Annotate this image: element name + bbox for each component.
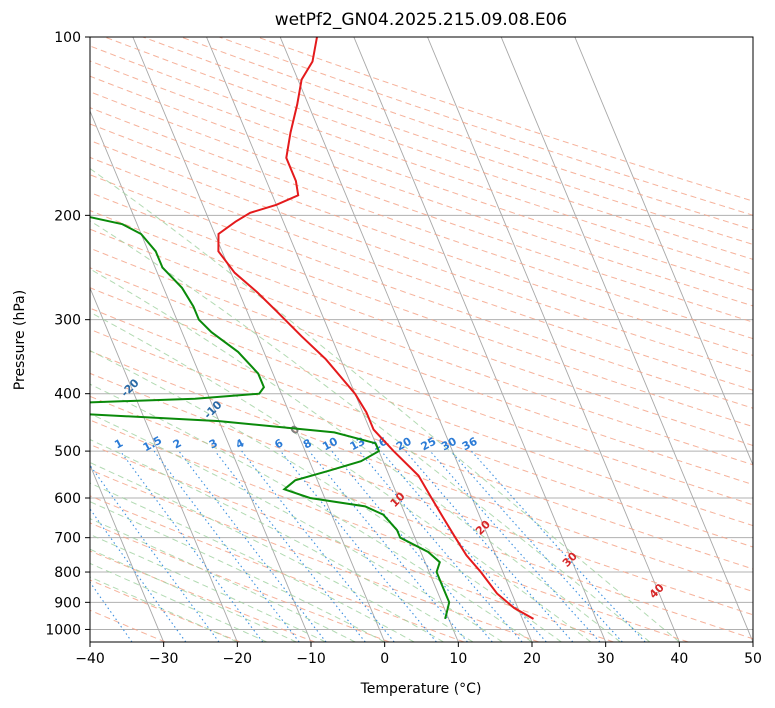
mixing-ratio-line xyxy=(470,450,646,642)
dewpoint-profile-line xyxy=(90,216,451,620)
moist-adiabat xyxy=(90,167,680,642)
y-tick-label: 100 xyxy=(54,30,81,46)
dry-adiabat xyxy=(90,139,753,374)
x-tick-label: 0 xyxy=(380,651,389,667)
y-tick-label: 900 xyxy=(54,595,81,611)
mixing-ratio-label: 10 xyxy=(320,435,340,454)
mixing-ratio-label: 30 xyxy=(439,435,459,454)
y-tick-label: 700 xyxy=(54,531,81,547)
dry-adiabat-layer xyxy=(90,37,753,642)
dry-adiabat xyxy=(90,469,539,642)
isotherm-line xyxy=(132,37,386,642)
dry-adiabat xyxy=(90,395,753,640)
mixing-ratio-label: 0.2 xyxy=(0,434,9,455)
dry-adiabat xyxy=(90,123,753,356)
moist-adiabat xyxy=(90,482,415,642)
chart-title: wetPf2_GN04.2025.215.09.08.E06 xyxy=(274,10,568,30)
isotherm-line xyxy=(574,37,753,467)
x-axis-label: Temperature (°C) xyxy=(360,681,482,697)
dry-adiabat xyxy=(90,419,689,642)
sounding-layer xyxy=(90,37,534,620)
dry-adiabat xyxy=(90,60,753,291)
moist-adiabat xyxy=(90,548,297,642)
isotherm-line xyxy=(353,37,607,642)
plot-area xyxy=(90,37,753,642)
x-tick-label: 30 xyxy=(597,651,615,667)
mixing-ratio-line xyxy=(153,450,300,642)
dry-adiabat xyxy=(90,550,315,642)
dry-adiabat xyxy=(90,91,753,323)
plot-frame xyxy=(89,36,754,643)
moist-adiabat xyxy=(90,562,268,642)
moist-adiabat xyxy=(90,461,444,642)
isotherm-line xyxy=(90,109,312,642)
x-tick-label: 40 xyxy=(670,651,688,667)
mixing-ratio-label: 36 xyxy=(460,434,480,453)
x-tick-label: 50 xyxy=(744,651,762,667)
x-tick-label: 10 xyxy=(449,651,467,667)
mixing-ratio-label: 16 xyxy=(370,434,390,453)
dry-adiabat xyxy=(90,328,753,570)
moist-adiabat xyxy=(90,576,238,642)
isotherm-line xyxy=(500,37,753,642)
mixing-ratio-line xyxy=(358,450,523,642)
moist-adiabat xyxy=(90,438,474,642)
moist-adiabat-layer xyxy=(90,167,680,642)
mixing-ratio-line xyxy=(241,450,395,642)
dry-adiabat xyxy=(90,579,241,642)
mixing-ratio-line xyxy=(214,450,366,642)
y-tick-label: 600 xyxy=(54,491,81,507)
moist-adiabat xyxy=(90,220,651,642)
x-tick-label: 20 xyxy=(523,651,541,667)
y-tick-label: 800 xyxy=(54,565,81,581)
dry-adiabat xyxy=(90,228,753,466)
y-tick-label: 300 xyxy=(54,313,81,329)
y-tick-label: 1000 xyxy=(45,622,81,638)
y-axis: 100 200 300 400 500 600 700 800 900 1000 xyxy=(45,30,90,638)
mixing-ratio-line xyxy=(450,450,623,642)
dry-adiabat xyxy=(90,174,753,409)
mixing-ratio-line xyxy=(405,450,574,642)
moist-adiabat xyxy=(90,268,621,642)
temperature-profile-line xyxy=(217,37,534,620)
isotherm-line xyxy=(90,286,238,642)
isotherm-layer xyxy=(90,37,753,642)
y-tick-label: 400 xyxy=(54,387,81,403)
isotherm-line xyxy=(90,463,165,642)
y-tick-label: 200 xyxy=(54,208,81,224)
mixing-ratio-line xyxy=(380,450,547,642)
dry-adiabat xyxy=(90,287,753,527)
x-tick-label: −40 xyxy=(75,651,105,667)
mixing-ratio-line xyxy=(178,450,327,642)
mixing-ratio-label: 25 xyxy=(419,435,439,454)
dry-adiabat xyxy=(90,307,753,548)
y-axis-label: Pressure (hPa) xyxy=(12,290,28,390)
dry-adiabat xyxy=(90,191,753,428)
x-tick-label: −10 xyxy=(296,651,326,667)
x-tick-label: −20 xyxy=(223,651,253,667)
isotherm-line xyxy=(427,37,680,642)
dry-adiabat xyxy=(90,495,465,642)
x-tick-label: −30 xyxy=(149,651,179,667)
isotherm-label: -30 xyxy=(33,349,56,372)
dry-adiabat xyxy=(90,350,753,593)
isotherm-line xyxy=(206,37,459,642)
y-tick-label: 500 xyxy=(54,444,81,460)
mixing-ratio-line xyxy=(429,450,601,642)
x-axis: −40 −30 −20 −10 0 10 20 30 40 50 xyxy=(75,642,762,667)
moist-adiabat xyxy=(90,311,592,642)
mixing-ratio-label: 20 xyxy=(394,435,414,454)
mixing-ratio-layer xyxy=(90,450,646,642)
moist-adiabat xyxy=(90,501,385,642)
moist-adiabat xyxy=(90,350,562,642)
